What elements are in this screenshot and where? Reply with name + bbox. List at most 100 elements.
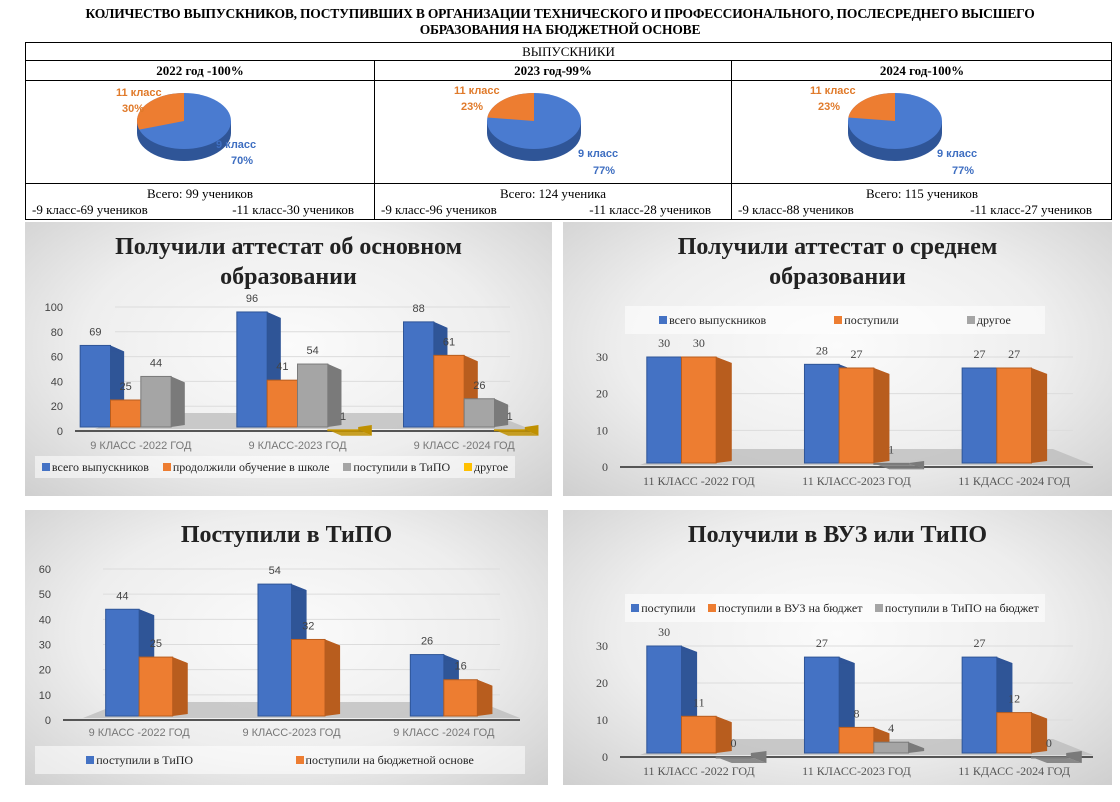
pie-label-grade9: 9 класс (937, 148, 978, 160)
data-label: 27 (973, 636, 985, 650)
bar-front (257, 583, 292, 717)
x-axis-labels: 9 КЛАСС -2022 ГОД 9 КЛАСС-2023 ГОД 9 КЛАСС… (25, 440, 552, 458)
legend-swatch-icon (464, 463, 473, 471)
y-tick-label: 10 (596, 423, 608, 437)
y-tick-label: 60 (39, 564, 51, 576)
bar-side (172, 657, 188, 716)
bar (494, 425, 539, 436)
bar-front (803, 656, 840, 754)
bar-side (477, 679, 493, 716)
data-label: 61 (443, 336, 455, 348)
bar-front (715, 756, 752, 759)
data-label: 1 (507, 411, 513, 423)
bar-side (524, 425, 539, 436)
category-label: 11 КЛАСС-2023 ГОД (802, 474, 911, 488)
data-label: 27 (973, 347, 985, 361)
bar (646, 645, 698, 754)
bar-side (750, 751, 767, 763)
data-label: 8 (854, 706, 860, 720)
legend-swatch-icon (874, 604, 883, 612)
grade9-count: -9 класс-88 учеников (738, 202, 854, 217)
legend-label: поступили (641, 600, 696, 615)
page-title-line-2: ОБРАЗОВАНИЯ НА БЮДЖЕТНОЙ ОСНОВЕ (419, 22, 701, 37)
bar-top (327, 429, 372, 436)
data-label: 30 (693, 336, 705, 350)
legend-item: поступили на бюджетной основе (295, 753, 474, 768)
data-label: 54 (307, 345, 319, 357)
y-tick-label: 30 (596, 639, 608, 653)
y-tick-label: 40 (51, 376, 63, 388)
y-tick-label: 100 (45, 302, 63, 314)
category-label: 9 КЛАСС -2022 ГОД (90, 440, 192, 452)
bar (140, 375, 185, 428)
y-tick-label: 60 (51, 352, 63, 364)
data-label: 11 (693, 695, 705, 709)
bar-front (646, 645, 682, 754)
bar-chart-svg: 0 20 40 60 80 100 69 25 44 96 41 54 1 88 61 26 1 (45, 293, 539, 438)
grade9-count: -9 класс-96 учеников (381, 202, 497, 217)
data-label: 32 (302, 620, 314, 632)
y-tick-label: 0 (57, 426, 63, 438)
table-column-2: 2023 год-99% 11 класс 23% 9 класс 77% Всего: … (374, 61, 731, 220)
legend-item: всего выпускников (41, 460, 149, 475)
table-column-1: 2022 год -100% 11 класс 30% 9 класс 70% Всего… (26, 61, 374, 220)
pie-slice-grade11 (487, 93, 534, 121)
legend-swatch-icon (966, 316, 975, 324)
bar-front (803, 363, 840, 464)
bar-front (680, 356, 717, 464)
students-breakdown: -9 класс-88 учеников -11 класс-27 ученико… (732, 202, 1112, 218)
chart-title: Получили аттестат об основном образовании (25, 232, 552, 292)
category-label: 9 КЛАСС -2024 ГОД (393, 727, 495, 739)
bar-front (873, 741, 910, 754)
data-label: 27 (1008, 347, 1020, 361)
legend-swatch-icon (86, 756, 95, 764)
bar (1031, 751, 1082, 763)
y-tick-label: 20 (51, 401, 63, 413)
data-label: 16 (454, 661, 466, 673)
y-tick-label: 20 (39, 665, 51, 677)
pie-pct-grade11: 23% (818, 101, 841, 113)
y-tick-label: 80 (51, 327, 63, 339)
bar-front (443, 679, 478, 717)
data-label: 27 (816, 636, 828, 650)
chart-title-line: образовании (220, 264, 357, 290)
students-breakdown: -9 класс-69 учеников -11 класс-30 ученико… (26, 202, 374, 218)
data-label: 0 (731, 736, 737, 750)
data-label: 0 (1046, 736, 1052, 750)
pie-chart-cell: 11 класс 30% 9 класс 70% (26, 81, 374, 184)
chart-title-line: Поступили в ТиПО (180, 522, 393, 548)
bar (873, 461, 925, 470)
legend-label: поступили в ВУЗ на бюджет (718, 600, 863, 615)
bar-side (908, 461, 925, 470)
bar-side (327, 364, 342, 427)
bar-front (494, 429, 526, 432)
bar-front (996, 367, 1033, 464)
bar (961, 656, 1013, 754)
bar (996, 712, 1048, 754)
chart-university-or-tipo: 0 10 20 30 30 11 0 27 8 4 27 12 0 Получили в ВУЗ или … (563, 510, 1112, 785)
total-students: Всего: 124 ученика (499, 186, 607, 201)
table-column-3: 2024 год-100% 11 класс 23% 9 класс 77% Всего:… (731, 61, 1112, 220)
data-label: 54 (269, 565, 281, 577)
data-label: 27 (851, 347, 863, 361)
data-label: 25 (150, 638, 162, 650)
pie-pct-grade9: 77% (952, 165, 975, 177)
bar-front (266, 379, 299, 428)
category-label: 9 КЛАСС -2024 ГОД (413, 440, 515, 452)
bar-chart-svg: 0 10 20 30 30 11 0 27 8 4 27 12 0 (596, 625, 1093, 764)
bar (291, 638, 341, 717)
bar-side (716, 716, 732, 753)
pie-label-grade11: 11 класс (810, 85, 856, 97)
page-title: КОЛИЧЕСТВО ВЫПУСКНИКОВ, ПОСТУПИВШИХ В ОР… (0, 6, 1120, 38)
pie-label-grade11: 11 класс (454, 85, 500, 97)
grade9-count: -9 класс-69 учеников (32, 202, 148, 217)
total-students: Всего: 99 учеников (146, 186, 253, 201)
bar (715, 751, 767, 763)
legend-swatch-icon (659, 316, 668, 324)
y-tick-label: 40 (39, 614, 51, 626)
bar (838, 367, 890, 464)
pie-label-grade9: 9 класс (216, 139, 257, 151)
legend-item: поступили (834, 313, 899, 328)
legend-item: продолжили обучение в школе (162, 460, 329, 475)
pie-chart (136, 93, 231, 161)
